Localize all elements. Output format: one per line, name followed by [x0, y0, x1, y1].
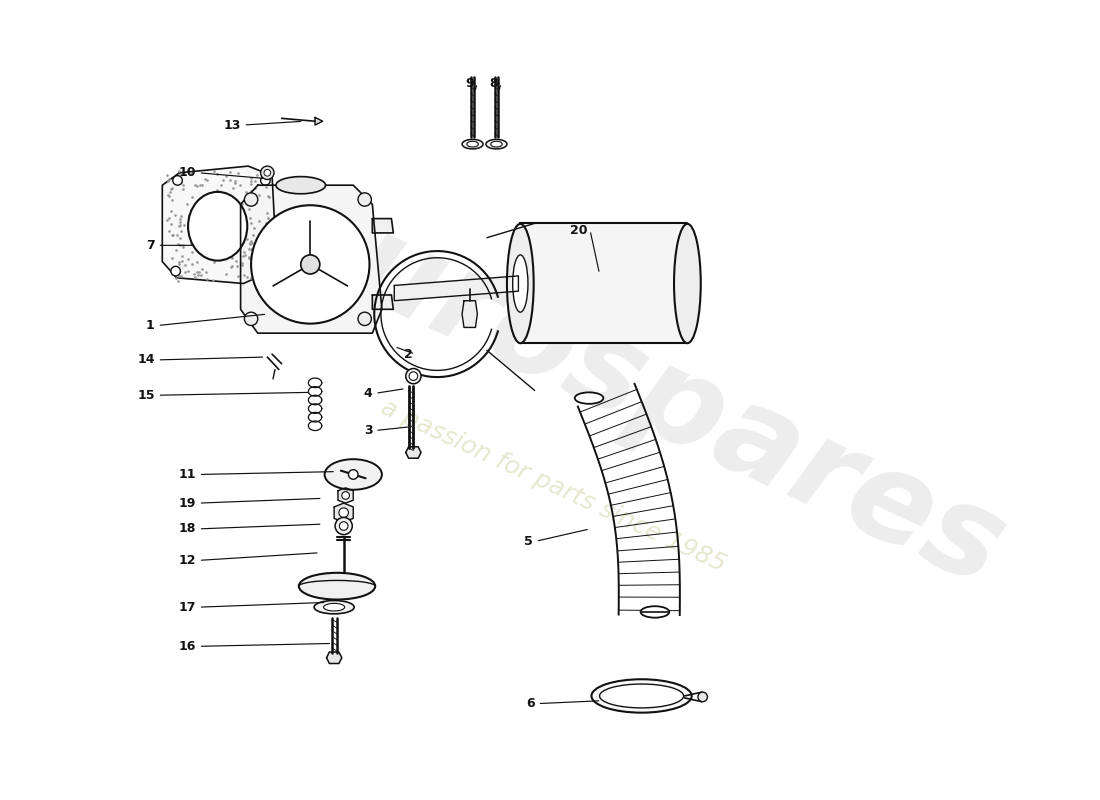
Text: 6: 6 [526, 697, 535, 710]
Circle shape [264, 170, 271, 176]
Text: 13: 13 [223, 118, 241, 131]
Circle shape [336, 518, 352, 534]
Circle shape [173, 176, 183, 185]
Text: 19: 19 [178, 497, 196, 510]
Circle shape [251, 206, 370, 324]
Polygon shape [394, 276, 518, 301]
Text: 1: 1 [146, 319, 155, 332]
Polygon shape [372, 295, 394, 310]
Polygon shape [334, 503, 353, 522]
Text: eurospares: eurospares [256, 169, 1023, 612]
Circle shape [261, 166, 274, 179]
Ellipse shape [507, 224, 534, 343]
Circle shape [244, 193, 257, 206]
Text: 14: 14 [138, 354, 155, 366]
Circle shape [339, 508, 349, 518]
Circle shape [358, 193, 372, 206]
Text: 5: 5 [524, 534, 532, 548]
Ellipse shape [466, 142, 478, 147]
Circle shape [406, 369, 421, 384]
Polygon shape [462, 301, 477, 327]
Text: a passion for parts since 1985: a passion for parts since 1985 [377, 395, 730, 577]
Text: 7: 7 [146, 239, 155, 252]
Ellipse shape [674, 224, 701, 343]
Polygon shape [241, 185, 382, 333]
Polygon shape [406, 446, 421, 458]
Text: 11: 11 [178, 468, 196, 481]
Ellipse shape [299, 573, 375, 599]
Circle shape [342, 492, 350, 499]
Circle shape [170, 266, 180, 276]
Text: 18: 18 [178, 522, 196, 535]
Ellipse shape [640, 606, 669, 618]
Text: 9: 9 [466, 77, 474, 90]
Circle shape [300, 255, 320, 274]
Ellipse shape [276, 177, 326, 194]
Polygon shape [372, 218, 394, 233]
Ellipse shape [462, 139, 483, 149]
Polygon shape [520, 223, 688, 342]
Ellipse shape [600, 684, 683, 708]
Text: 17: 17 [178, 601, 196, 614]
Text: 4: 4 [364, 387, 372, 400]
Text: 10: 10 [178, 166, 196, 179]
Circle shape [349, 470, 358, 479]
Ellipse shape [574, 392, 604, 404]
Text: 8: 8 [490, 77, 498, 90]
Text: 12: 12 [178, 554, 196, 567]
Polygon shape [327, 652, 342, 663]
Polygon shape [163, 166, 277, 283]
Circle shape [409, 372, 418, 381]
Circle shape [261, 176, 271, 185]
Circle shape [697, 692, 707, 702]
Ellipse shape [323, 603, 344, 611]
Ellipse shape [188, 192, 248, 261]
Ellipse shape [486, 139, 507, 149]
Polygon shape [338, 488, 353, 503]
Text: 16: 16 [178, 640, 196, 653]
Ellipse shape [592, 679, 692, 713]
Ellipse shape [491, 142, 503, 147]
Circle shape [340, 522, 348, 530]
Circle shape [358, 312, 372, 326]
Text: 20: 20 [570, 223, 587, 237]
Text: 2: 2 [404, 348, 412, 361]
Ellipse shape [324, 459, 382, 490]
Text: 15: 15 [138, 389, 155, 402]
Ellipse shape [513, 255, 528, 312]
Circle shape [244, 312, 257, 326]
Ellipse shape [315, 601, 354, 614]
Polygon shape [315, 118, 322, 125]
Text: 3: 3 [364, 424, 372, 437]
